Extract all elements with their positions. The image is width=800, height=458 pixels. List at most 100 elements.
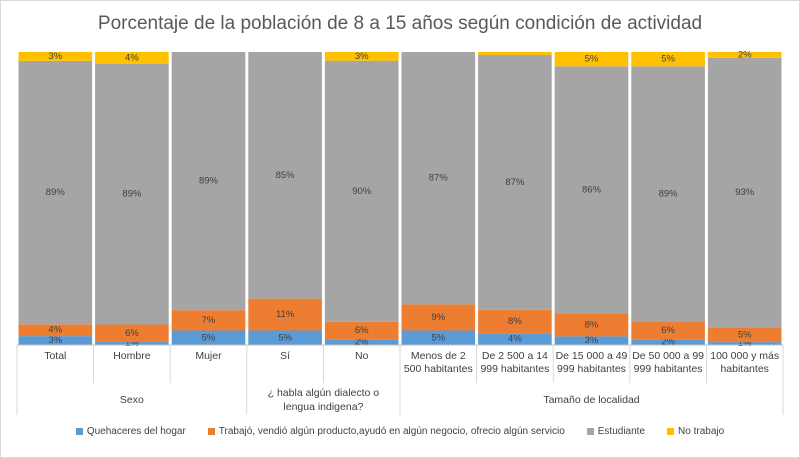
bar-segment: [18, 324, 93, 337]
bar-segment: [554, 336, 629, 345]
bar-segment: [478, 54, 552, 310]
bar-segment: [707, 342, 782, 345]
legend-swatch: [207, 428, 215, 435]
bar-segment: [324, 60, 399, 322]
bar-segment: [631, 52, 705, 67]
x-tick-label-box: De 50 000 a 99 999 habitantes: [632, 350, 704, 375]
data-label: 8%: [508, 316, 522, 327]
bar-segment: [707, 57, 782, 328]
legend: Quehaceres del hogar Trabajó, vendió algú…: [0, 426, 800, 437]
group-label: Tamaño de localidad: [543, 394, 640, 406]
x-tick-label: No: [354, 350, 369, 362]
bar-segment: [478, 333, 552, 345]
legend-item: No trabajo: [667, 426, 724, 437]
x-tick-label-box: Menos de 2 500 habitantes: [403, 350, 473, 375]
data-label: 93%: [735, 187, 755, 198]
legend-item: Trabajó, vendió algún producto,ayudó en …: [207, 426, 565, 437]
data-label: 1%: [738, 338, 752, 349]
x-tick-label: Sí: [280, 350, 291, 362]
data-label: 5%: [738, 329, 752, 340]
data-label: 11%: [276, 309, 295, 320]
data-label: 5%: [202, 332, 216, 343]
data-label: 2%: [355, 337, 369, 348]
bar-segment: [171, 52, 246, 311]
data-label: 3%: [48, 51, 62, 62]
bar-segment: [95, 324, 169, 343]
bar-segment: [95, 52, 169, 64]
data-label: 1%: [125, 338, 139, 349]
data-label: 5%: [661, 54, 675, 65]
x-tick-label-box: De 15 000 a 49 999 habitantes: [555, 350, 628, 375]
legend-item: Estudiante: [586, 426, 646, 437]
bar-segment: [401, 304, 476, 331]
data-label: 3%: [48, 335, 62, 346]
bar-segment: [707, 52, 782, 58]
legend-label: Estudiante: [597, 426, 646, 437]
x-tick-label-box: No: [354, 350, 369, 362]
x-tick-label: Total: [44, 350, 67, 362]
data-label: 89%: [199, 176, 219, 187]
data-label: 5%: [431, 332, 445, 343]
x-tick-label: Menos de 2 500 habitantes: [403, 350, 473, 375]
x-tick-label-box: Mujer: [195, 350, 222, 362]
bar-segment: [554, 66, 629, 314]
data-label: 2%: [661, 337, 675, 348]
group-label-box: ¿ habla algún dialecto o lengua indigena…: [267, 387, 380, 413]
x-tick-label-box: Hombre: [113, 350, 151, 362]
bar-segment: [324, 321, 399, 340]
x-tick-label-box: De 2 500 a 14 999 habitantes: [480, 350, 550, 375]
bar-segment: [324, 52, 399, 61]
x-tick-label: De 2 500 a 14 999 habitantes: [480, 350, 550, 375]
data-label: 87%: [429, 173, 449, 184]
bar-segment: [478, 52, 552, 55]
data-label: 4%: [48, 325, 62, 336]
x-tick-label: De 15 000 a 49 999 habitantes: [555, 350, 628, 375]
legend-item: Quehaceres del hogar: [75, 426, 186, 437]
data-label: 90%: [352, 186, 372, 197]
x-tick-label: Hombre: [113, 350, 151, 362]
data-label: 86%: [582, 184, 602, 195]
data-label: 89%: [46, 187, 66, 198]
data-label: 4%: [508, 334, 522, 345]
bar-segment: [401, 52, 476, 305]
bar-segment: [401, 330, 476, 345]
data-label: 5%: [278, 332, 292, 343]
bar-segment: [248, 330, 322, 345]
legend-label: No trabajo: [678, 426, 725, 437]
legend-swatch: [586, 428, 594, 435]
bar-segment: [707, 327, 782, 343]
data-label: 9%: [431, 312, 445, 323]
legend-label: Quehaceres del hogar: [86, 426, 186, 437]
bar-segment: [554, 313, 629, 337]
x-tick-label-box: Sí: [280, 350, 291, 362]
x-tick-label: Mujer: [195, 350, 222, 362]
group-label: ¿ habla algún dialecto o lengua indigena…: [267, 387, 380, 413]
legend-label: Trabajó, vendió algún producto,ayudó en …: [218, 426, 565, 437]
bar-segment: [18, 336, 93, 345]
group-label: Sexo: [119, 394, 144, 406]
data-label: 85%: [276, 170, 296, 181]
bar-segment: [18, 60, 93, 325]
bar-segment: [478, 309, 552, 334]
bar-segment: [248, 298, 322, 331]
group-label-box: Sexo: [119, 394, 144, 406]
data-label: 89%: [122, 189, 142, 200]
x-tick-label: 100 000 y más habitantes: [710, 350, 780, 375]
x-tick-label-box: 100 000 y más habitantes: [710, 350, 780, 375]
bar-segment: [631, 66, 705, 323]
bar-segment: [171, 310, 246, 331]
bar-segment: [554, 52, 629, 67]
data-label: 6%: [355, 325, 369, 336]
data-label: 3%: [355, 51, 369, 62]
x-tick-label-box: Total: [44, 350, 67, 362]
data-label: 8%: [585, 319, 599, 330]
data-label: 6%: [661, 325, 675, 336]
bar-segment: [631, 322, 705, 340]
data-label: 4%: [125, 52, 139, 63]
bar-segment: [18, 52, 93, 61]
bar-segment: [95, 342, 169, 345]
legend-swatch: [75, 428, 83, 435]
bar-segment: [248, 52, 322, 299]
data-label: 7%: [202, 315, 216, 326]
